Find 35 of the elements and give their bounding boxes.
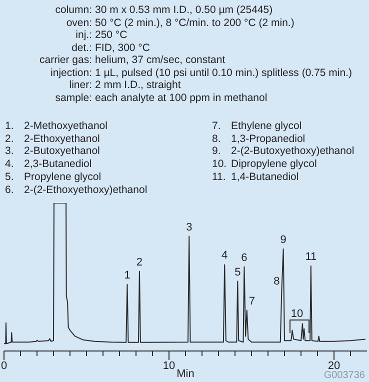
text: carrier gas: helium, 37 cm/sec, constant [38, 54, 226, 66]
text: column: 30 m x 0.53 mm I.D., 0.50 µm (25445) [54, 4, 273, 16]
annotation: 7 [248, 295, 256, 308]
annotation: 2 [136, 256, 143, 268]
text: 3. 2-Butoxyethanol [5, 145, 100, 158]
text: 1. 2-Methoxyethanol [5, 120, 108, 133]
x-tick-label: 10 [162, 360, 176, 372]
x-tick-label: 20 [328, 360, 340, 372]
text: 2. 2-Ethoxyethanol [5, 132, 100, 146]
annotation: 9 [280, 234, 286, 246]
text: 8. 1,3-Propanediol [212, 132, 306, 146]
annotation: 11 [305, 251, 317, 264]
text: inj.: 250 °C [74, 29, 128, 42]
annotation: 5 [234, 266, 241, 278]
text: sample: each analyte at 100 ppm in methanol [54, 92, 268, 104]
text: G003736 [324, 370, 365, 381]
annotation: 1 [124, 269, 130, 282]
text: 4. 2,3-Butanediol [5, 158, 92, 171]
text: 9. 2-(2-Butoxyethoxy)ethanol [212, 145, 354, 158]
annotation: 6 [241, 252, 248, 264]
text: 7. Ethylene glycol [212, 120, 302, 133]
annotation: 10 [290, 308, 304, 320]
x-tick-label: 0 [0, 360, 8, 372]
text: 5. Propylene glycol [5, 170, 102, 184]
x-axis-title: Min [176, 368, 194, 380]
text: 6. 2-(2-Ethoxyethoxy)ethanol [5, 184, 148, 196]
text: liner: 2 mm I.D., straight [68, 79, 181, 92]
text: 11. 1,4-Butanediol [212, 170, 299, 184]
annotation: 3 [186, 221, 192, 234]
annotation: 8 [274, 275, 280, 288]
text: det.: FID, 300 °C [70, 42, 150, 54]
annotation: 4 [222, 250, 228, 262]
text: oven: 50 °C (2 min.), 8 °C/min. to 200 °C (2 min.) [65, 16, 294, 29]
text: 10. Dipropylene glycol [212, 158, 317, 171]
text: injection: 1 µL, pulsed (10 psi until 0.10 min.) splitless (0.75 min.) [50, 66, 352, 79]
